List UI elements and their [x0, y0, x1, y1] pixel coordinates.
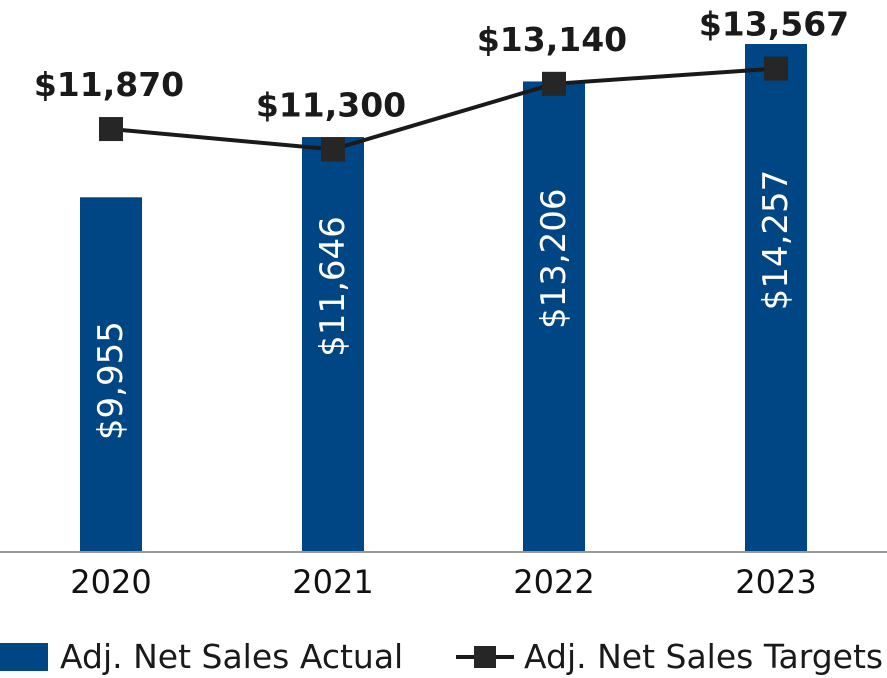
target-value-label-2021: $11,300 [256, 85, 406, 124]
target-line-path [110, 66, 777, 152]
x-tick-label-2020: 2020 [70, 563, 151, 601]
bar-value-label-2020: $9,955 [91, 321, 131, 440]
bar-2023 [745, 44, 807, 552]
bar-series-actual [80, 44, 807, 553]
legend-label-actual: Adj. Net Sales Actual [60, 637, 403, 676]
target-line-series [99, 56, 788, 162]
bar-2022 [523, 81, 585, 553]
target-value-label-2020: $11,870 [34, 65, 184, 104]
x-tick-label-2023: 2023 [735, 563, 816, 601]
x-axis-ticks: 2020 2021 2022 2023 [70, 563, 816, 601]
x-tick-label-2021: 2021 [292, 563, 373, 601]
bar-value-label-2022: $13,206 [534, 188, 574, 329]
target-value-labels: $11,870 $11,300 $13,140 $13,567 [34, 5, 849, 125]
target-value-label-2022: $13,140 [477, 20, 627, 59]
x-tick-label-2022: 2022 [513, 563, 594, 601]
target-marker-2022 [542, 71, 566, 96]
bar-value-label-2023: $14,257 [756, 170, 796, 311]
target-marker-2020 [99, 117, 123, 142]
bar-value-labels: $9,955 $11,646 $13,206 $14,257 [91, 170, 796, 440]
legend-label-targets: Adj. Net Sales Targets [524, 637, 883, 676]
legend-marker-targets [474, 646, 496, 668]
bar-value-label-2021: $11,646 [313, 216, 353, 357]
target-value-label-2023: $13,567 [699, 5, 849, 44]
target-marker-2023 [764, 56, 788, 81]
target-marker-2021 [321, 137, 345, 162]
bar-2020 [80, 197, 142, 552]
legend-swatch-actual [0, 643, 48, 671]
bar-2021 [302, 137, 364, 552]
legend: Adj. Net Sales Actual Adj. Net Sales Tar… [0, 637, 883, 676]
